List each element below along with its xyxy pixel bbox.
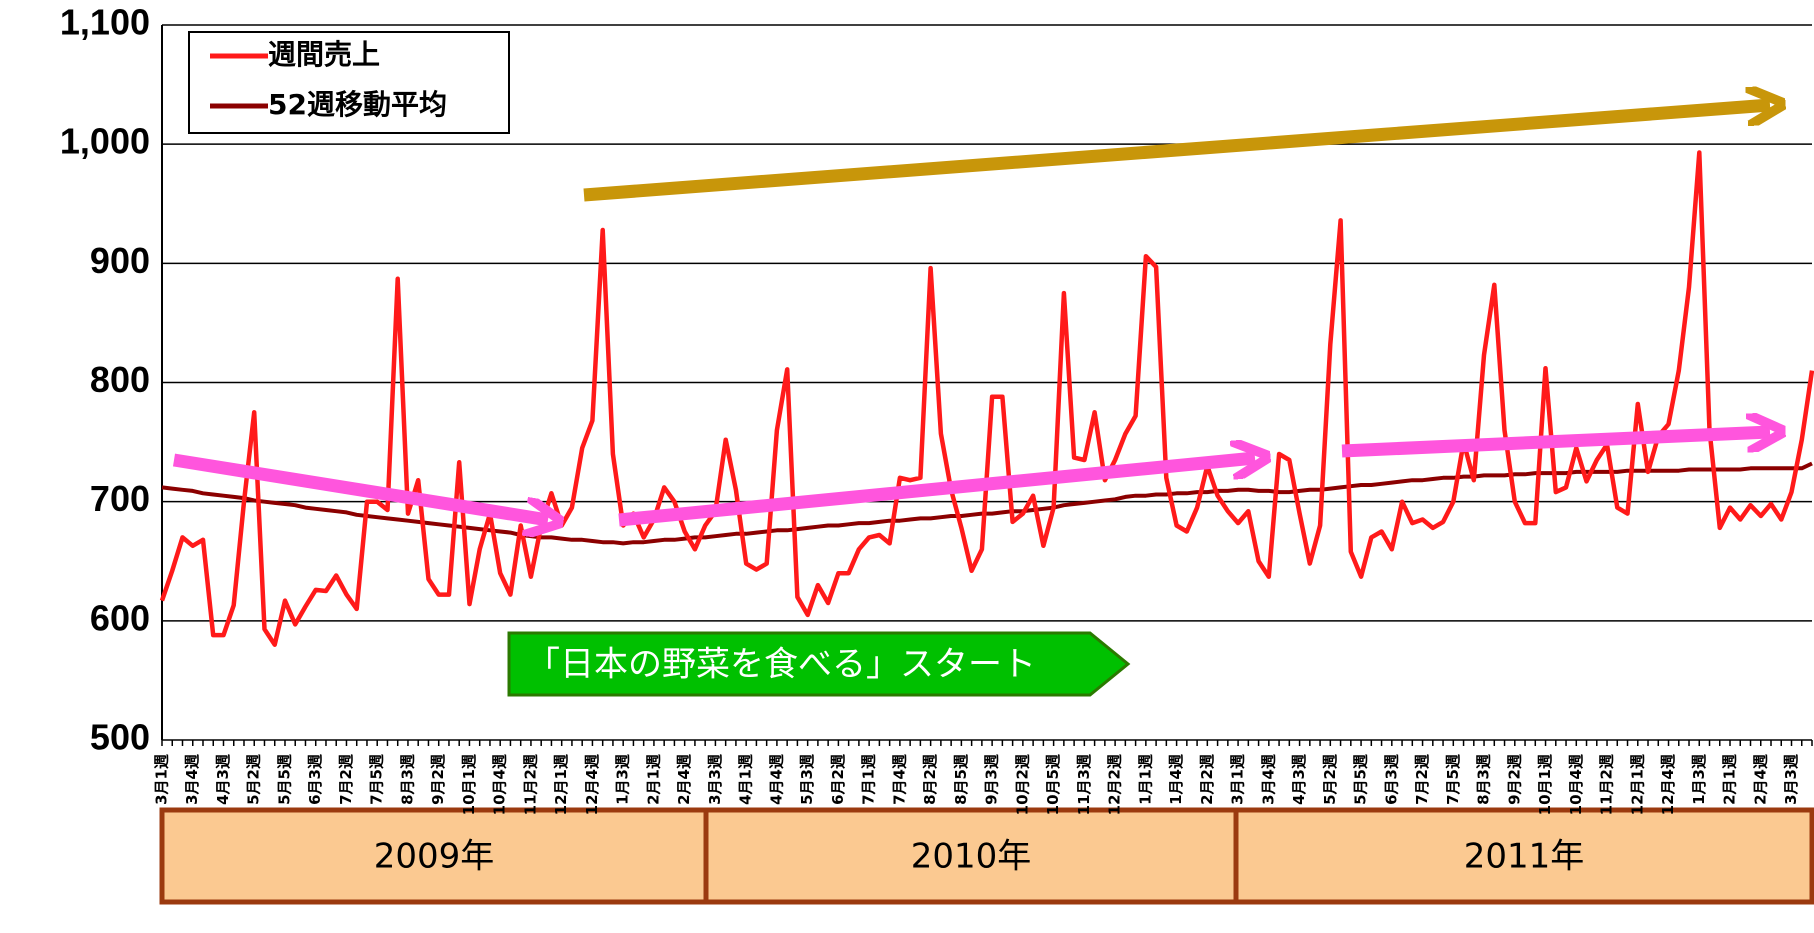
x-tick-label: 8月5週 xyxy=(952,754,970,805)
x-tick-label: 1月3週 xyxy=(1690,754,1708,805)
x-tick-label: 2月4週 xyxy=(675,754,693,805)
x-tick-label: 4月1週 xyxy=(737,754,755,805)
x-tick-label: 9月3週 xyxy=(983,754,1001,805)
x-tick-label: 8月3週 xyxy=(1475,754,1493,805)
x-tick-label: 3月1週 xyxy=(1229,754,1247,805)
x-tick-label: 2月4週 xyxy=(1751,754,1769,805)
x-tick-label: 10月1週 xyxy=(1536,754,1554,815)
x-tick-label: 8月2週 xyxy=(921,754,939,805)
x-tick-label: 2月2週 xyxy=(1198,754,1216,805)
x-tick-label: 7月2週 xyxy=(1413,754,1431,805)
x-tick-label: 7月4週 xyxy=(890,754,908,805)
x-tick-label: 12月1週 xyxy=(552,754,570,815)
y-tick-label: 1,000 xyxy=(60,121,150,162)
x-tick-label: 5月3週 xyxy=(798,754,816,805)
x-tick-label: 9月2週 xyxy=(1505,754,1523,805)
x-tick-label: 5月2週 xyxy=(1321,754,1339,805)
x-tick-label: 12月4週 xyxy=(1659,754,1677,815)
year-cell xyxy=(1233,807,1814,905)
x-tick-label: 5月2週 xyxy=(245,754,263,805)
year-cell xyxy=(703,807,1239,905)
x-tick-label: 6月3週 xyxy=(306,754,324,805)
y-tick-label: 500 xyxy=(90,717,150,758)
y-tick-label: 600 xyxy=(90,597,150,638)
annotation-banner xyxy=(507,631,1131,697)
x-tick-label: 7月5週 xyxy=(1444,754,1462,805)
x-tick-label: 8月3週 xyxy=(398,754,416,805)
x-tick-label: 11月2週 xyxy=(1598,754,1616,815)
x-tick-label: 3月4週 xyxy=(183,754,201,805)
x-tick-label: 3月3週 xyxy=(706,754,724,805)
legend-label: 週間売上 xyxy=(268,38,380,71)
x-tick-label: 4月3週 xyxy=(214,754,232,805)
trend-arrow xyxy=(1341,432,1770,458)
x-tick-label: 3月1週 xyxy=(153,754,171,805)
x-tick-label: 1月3週 xyxy=(614,754,632,805)
annotation-text: 「日本の野菜を食べる」スタート xyxy=(526,645,1036,685)
x-tick-label: 1月1週 xyxy=(1136,754,1154,805)
x-tick-label: 10月4週 xyxy=(491,754,509,815)
x-tick-label: 10月1週 xyxy=(460,754,478,815)
x-tick-label: 9月2週 xyxy=(429,754,447,805)
x-tick-label: 4月3週 xyxy=(1290,754,1308,805)
x-tick-label: 6月2週 xyxy=(829,754,847,805)
x-tick-label: 7月2週 xyxy=(337,754,355,805)
x-tick-label: 1月4週 xyxy=(1167,754,1185,805)
x-tick-label: 12月1週 xyxy=(1628,754,1646,815)
year-label: 2011年 xyxy=(1464,837,1585,877)
legend-label: 52週移動平均 xyxy=(268,88,447,121)
lines xyxy=(159,150,1814,647)
year-bar: 2009年 2010年 2011年 xyxy=(159,807,1814,905)
y-tick-label: 1,100 xyxy=(60,2,150,43)
legend: 週間売上 52週移動平均 xyxy=(188,31,510,134)
y-tick-label: 700 xyxy=(90,478,150,519)
annotation: 「日本の野菜を食べる」スタート xyxy=(507,631,1131,697)
x-tick-label: 10月5週 xyxy=(1044,754,1062,815)
x-tick-label: 11月3週 xyxy=(1075,754,1093,815)
series-line xyxy=(159,150,1814,647)
x-tick-label: 3月3週 xyxy=(1782,754,1800,805)
y-tick-label: 900 xyxy=(90,240,150,281)
trend-arrow xyxy=(618,458,1255,527)
x-tick-label: 2月1週 xyxy=(644,754,662,805)
x-tick-label: 6月3週 xyxy=(1382,754,1400,805)
x-tick-label: 2月1週 xyxy=(1721,754,1739,805)
year-label: 2010年 xyxy=(911,837,1032,877)
x-tick-label: 5月5週 xyxy=(275,754,293,805)
x-tick-label: 12月4週 xyxy=(583,754,601,815)
y-tick-label: 800 xyxy=(90,359,150,400)
arrows xyxy=(172,105,1770,527)
year-label: 2009年 xyxy=(374,837,495,877)
x-tick-label: 11月2週 xyxy=(521,754,539,815)
x-tick-label: 7月1週 xyxy=(860,754,878,805)
x-tick-label: 5月5週 xyxy=(1352,754,1370,805)
x-tick-label: 12月2週 xyxy=(1106,754,1124,815)
x-tick-label: 3月4週 xyxy=(1259,754,1277,805)
x-tick-label: 7月5週 xyxy=(368,754,386,805)
x-tick-label: 4月4週 xyxy=(767,754,785,805)
legend-box xyxy=(188,31,510,134)
x-tick-label: 10月4週 xyxy=(1567,754,1585,815)
trend-arrow xyxy=(583,105,1770,202)
year-cell xyxy=(159,807,709,905)
x-tick-label: 10月2週 xyxy=(1013,754,1031,815)
trend-arrow xyxy=(172,453,548,520)
